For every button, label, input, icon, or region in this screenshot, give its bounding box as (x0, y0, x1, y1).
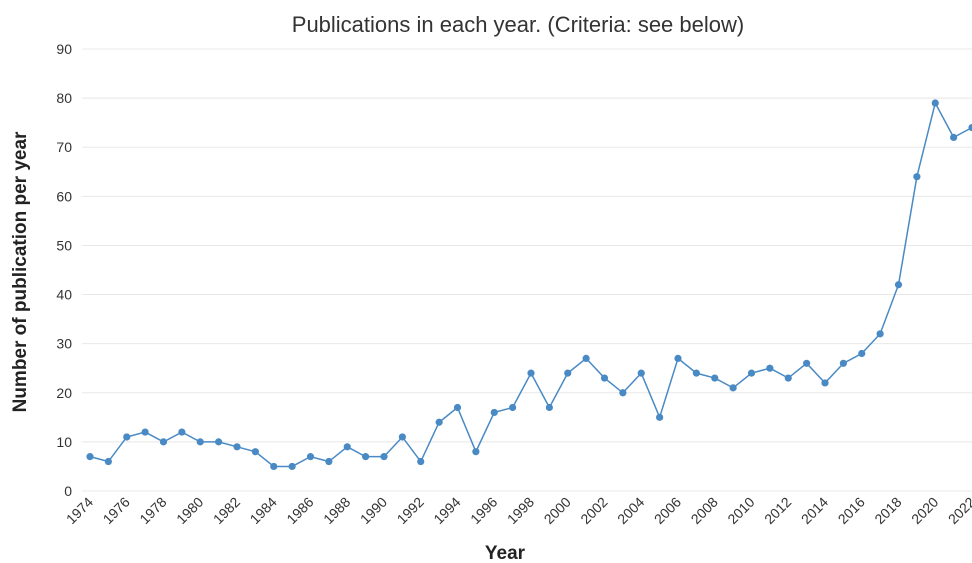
x-tick-label: 2020 (908, 494, 941, 527)
y-tick-label: 90 (56, 41, 72, 57)
data-point (784, 374, 792, 382)
x-tick-label: 1990 (357, 494, 390, 527)
y-axis-label: Number of publication per year (10, 131, 31, 412)
y-tick-label: 60 (56, 188, 72, 204)
data-point (729, 384, 737, 392)
data-point (600, 374, 609, 382)
data-point (417, 457, 425, 466)
data-point (931, 99, 939, 107)
y-tick-label: 20 (56, 385, 72, 401)
x-axis-ticks: 1974 1976 1978 1980 1982 1984 1986 1988 1990 1992… (63, 494, 972, 527)
x-tick-label: 1992 (394, 494, 427, 527)
x-tick-label: 2004 (614, 494, 647, 527)
data-point (821, 379, 829, 387)
x-tick-label: 1984 (247, 494, 280, 527)
x-tick-label: 1978 (136, 494, 169, 527)
y-axis-ticks: 0 10 20 30 40 50 60 70 80 90 (56, 41, 72, 499)
x-tick-label: 2008 (688, 494, 721, 527)
data-point (270, 462, 278, 471)
data-point (656, 413, 664, 421)
x-tick-label: 1996 (467, 494, 500, 527)
series-line (89, 100, 972, 468)
x-tick-label: 1994 (430, 494, 463, 527)
data-point (178, 428, 186, 436)
data-point (288, 462, 296, 471)
x-tick-label: 2018 (871, 494, 904, 527)
data-point (325, 457, 333, 466)
data-point (839, 359, 847, 367)
data-point (141, 428, 149, 436)
x-tick-label: 1976 (100, 494, 133, 527)
x-tick-label: 2010 (724, 494, 757, 527)
data-point (86, 453, 94, 461)
data-points (86, 99, 972, 471)
data-point (766, 364, 774, 372)
x-tick-label: 2000 (541, 494, 574, 527)
data-point (380, 453, 388, 461)
data-point (453, 403, 462, 412)
data-point (251, 448, 259, 456)
data-point (306, 453, 315, 461)
data-point (747, 369, 756, 377)
data-point (968, 123, 972, 132)
data-point (343, 443, 351, 451)
x-axis-label: Year (485, 543, 526, 563)
x-tick-label: 2006 (651, 494, 684, 527)
data-point (472, 448, 480, 456)
data-point (527, 369, 535, 377)
x-tick-label: 2012 (761, 494, 794, 527)
x-tick-label: 1986 (283, 494, 316, 527)
y-tick-label: 10 (56, 434, 72, 450)
x-tick-label: 2014 (798, 494, 831, 527)
data-point (894, 281, 903, 289)
x-tick-label: 1980 (173, 494, 206, 527)
x-tick-label: 1998 (504, 494, 537, 527)
data-point (362, 453, 370, 461)
data-point (490, 408, 498, 417)
data-point (123, 433, 131, 441)
data-point (196, 438, 204, 446)
data-point (803, 359, 811, 367)
y-tick-label: 40 (56, 287, 72, 303)
data-point (950, 133, 958, 141)
chart-title: Publications in each year. (Criteria: se… (292, 12, 744, 37)
data-point (509, 403, 517, 412)
x-tick-label: 1988 (320, 494, 353, 527)
data-point (582, 354, 590, 362)
data-point (104, 457, 112, 466)
x-tick-label: 1982 (210, 494, 243, 527)
data-point (159, 438, 168, 446)
data-point (858, 349, 866, 358)
y-tick-label: 30 (56, 336, 72, 352)
data-point (435, 418, 443, 426)
data-point (876, 330, 884, 338)
data-point (913, 173, 921, 181)
data-point (545, 403, 553, 412)
gridlines (82, 48, 972, 492)
data-point (711, 374, 719, 382)
data-point (215, 438, 223, 446)
data-point (398, 433, 406, 441)
data-point (637, 369, 645, 377)
data-point (564, 369, 572, 377)
y-tick-label: 80 (56, 90, 72, 106)
x-tick-label: 2002 (577, 494, 610, 527)
data-point (692, 369, 700, 377)
data-point (233, 443, 241, 451)
y-tick-label: 50 (56, 237, 72, 253)
data-point (674, 354, 682, 362)
y-tick-label: 0 (64, 483, 72, 499)
data-point (619, 389, 627, 397)
y-tick-label: 70 (56, 139, 72, 155)
x-tick-label: 2016 (835, 494, 868, 527)
x-tick-label: 2022 (945, 494, 972, 527)
